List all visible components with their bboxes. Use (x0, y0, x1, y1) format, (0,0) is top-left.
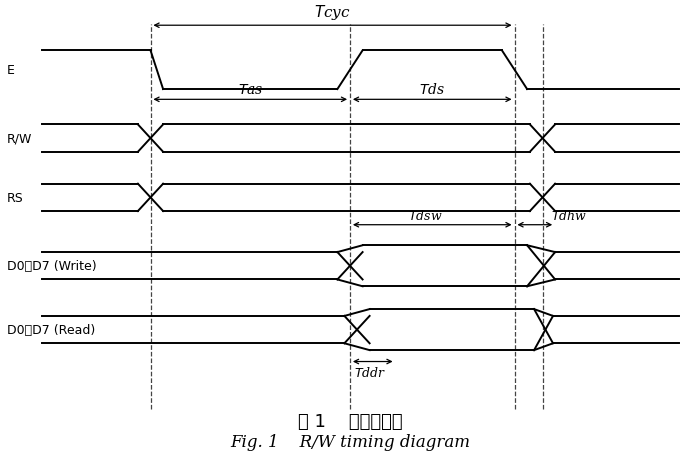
Text: E: E (7, 64, 15, 77)
Text: $T$dsw: $T$dsw (408, 208, 442, 222)
Text: $T$cyc: $T$cyc (314, 3, 351, 21)
Text: $T$as: $T$as (237, 82, 263, 96)
Text: Fig. 1    R/W timing diagram: Fig. 1 R/W timing diagram (230, 433, 470, 450)
Text: $T$ddr: $T$ddr (354, 365, 386, 379)
Text: R/W: R/W (7, 132, 32, 145)
Text: $T$dhw: $T$dhw (551, 208, 587, 222)
Text: 图 1    读写时序图: 图 1 读写时序图 (298, 412, 402, 430)
Text: D0～D7 (Read): D0～D7 (Read) (7, 324, 95, 336)
Text: D0～D7 (Write): D0～D7 (Write) (7, 260, 97, 273)
Text: RS: RS (7, 192, 24, 204)
Text: $T$ds: $T$ds (419, 81, 445, 96)
